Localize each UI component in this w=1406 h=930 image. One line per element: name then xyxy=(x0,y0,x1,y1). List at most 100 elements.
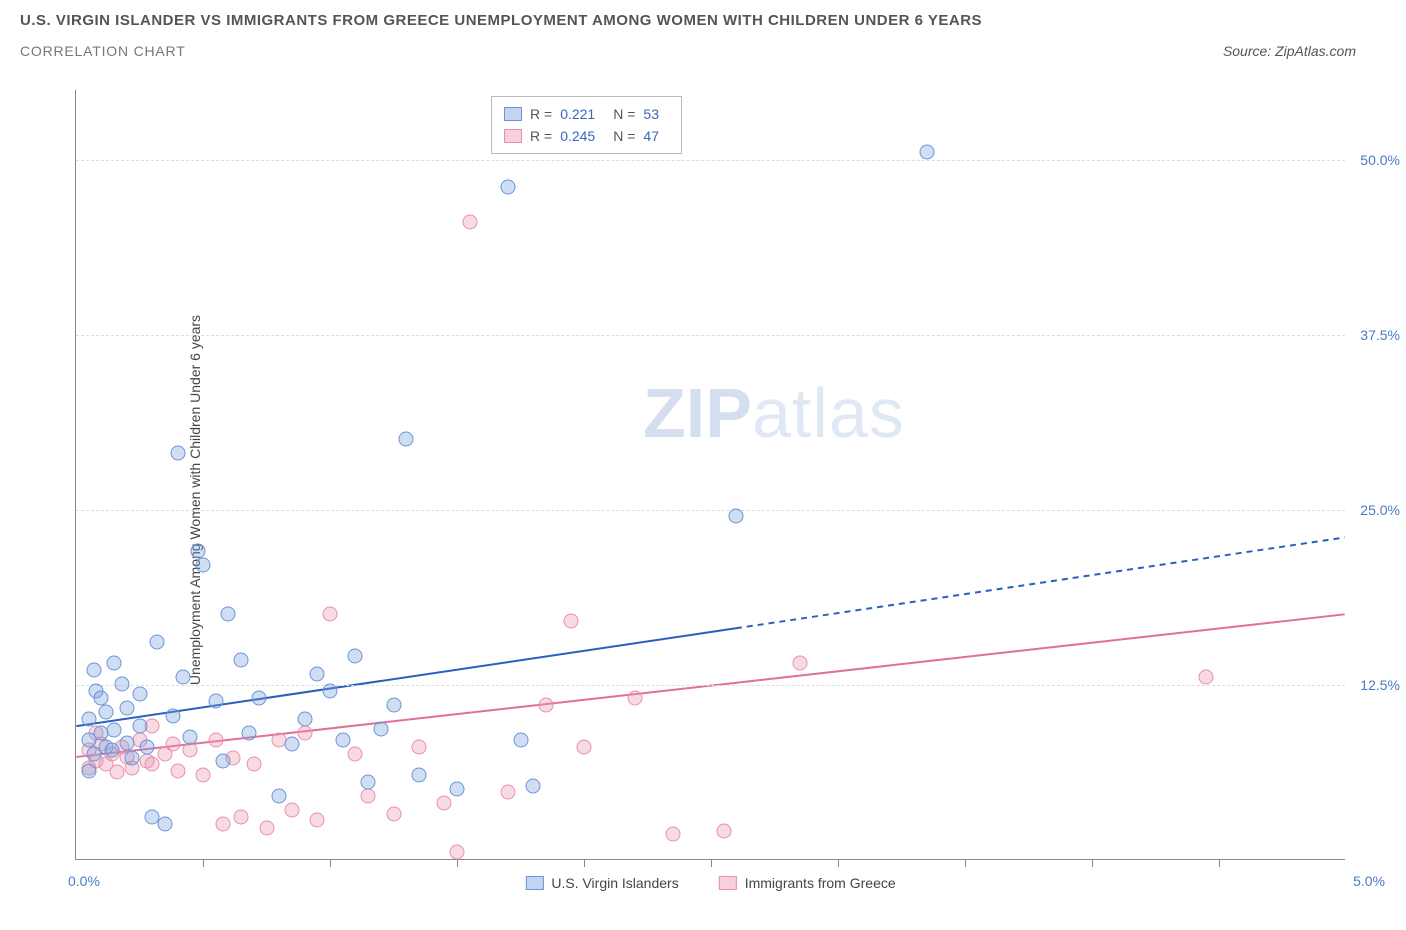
x-tick xyxy=(203,859,204,867)
scatter-point xyxy=(234,810,249,825)
scatter-point xyxy=(165,737,180,752)
scatter-point xyxy=(124,751,139,766)
scatter-point xyxy=(500,784,515,799)
scatter-point xyxy=(208,733,223,748)
scatter-point xyxy=(157,817,172,832)
scatter-point xyxy=(150,635,165,650)
scatter-point xyxy=(513,733,528,748)
n-value: 47 xyxy=(643,125,659,147)
scatter-point xyxy=(284,803,299,818)
swatch-blue-icon xyxy=(525,876,543,890)
source-label: Source: ZipAtlas.com xyxy=(1223,43,1386,59)
scatter-point xyxy=(284,737,299,752)
gridline xyxy=(76,685,1345,686)
scatter-point xyxy=(251,691,266,706)
scatter-point xyxy=(411,768,426,783)
legend-stats-row: R = 0.245 N = 47 xyxy=(504,125,669,147)
scatter-point xyxy=(450,845,465,860)
scatter-point xyxy=(323,607,338,622)
n-label: N = xyxy=(613,103,635,125)
scatter-point xyxy=(140,740,155,755)
x-axis-max-label: 5.0% xyxy=(1353,873,1385,889)
scatter-point xyxy=(538,698,553,713)
scatter-point xyxy=(1199,670,1214,685)
legend-item: Immigrants from Greece xyxy=(719,875,896,891)
scatter-point xyxy=(348,649,363,664)
scatter-point xyxy=(386,807,401,822)
r-value: 0.221 xyxy=(560,103,595,125)
r-label: R = xyxy=(530,103,552,125)
y-tick-label: 25.0% xyxy=(1360,502,1400,518)
watermark-thin: atlas xyxy=(752,374,905,452)
scatter-point xyxy=(411,740,426,755)
chart-header: U.S. VIRGIN ISLANDER VS IMMIGRANTS FROM … xyxy=(0,0,1406,59)
y-tick-label: 12.5% xyxy=(1360,677,1400,693)
scatter-point xyxy=(81,712,96,727)
plot-area: ZIPatlas R = 0.221 N = 53 R = 0.245 N = … xyxy=(75,90,1345,860)
scatter-point xyxy=(107,656,122,671)
x-tick xyxy=(711,859,712,867)
scatter-point xyxy=(114,677,129,692)
scatter-point xyxy=(259,821,274,836)
scatter-point xyxy=(109,765,124,780)
y-tick-label: 50.0% xyxy=(1360,152,1400,168)
scatter-point xyxy=(716,824,731,839)
scatter-point xyxy=(310,812,325,827)
x-tick xyxy=(330,859,331,867)
scatter-point xyxy=(119,700,134,715)
chart-title: U.S. VIRGIN ISLANDER VS IMMIGRANTS FROM … xyxy=(20,12,1386,29)
scatter-point xyxy=(373,721,388,736)
scatter-point xyxy=(208,693,223,708)
scatter-point xyxy=(183,730,198,745)
x-tick xyxy=(838,859,839,867)
scatter-point xyxy=(196,768,211,783)
scatter-point xyxy=(196,558,211,573)
watermark-bold: ZIP xyxy=(643,374,752,452)
n-label: N = xyxy=(613,125,635,147)
scatter-point xyxy=(627,691,642,706)
scatter-point xyxy=(310,667,325,682)
scatter-point xyxy=(99,705,114,720)
scatter-point xyxy=(729,509,744,524)
legend-stats-box: R = 0.221 N = 53 R = 0.245 N = 47 xyxy=(491,96,682,154)
swatch-blue-icon xyxy=(504,107,522,121)
x-tick xyxy=(584,859,585,867)
x-tick xyxy=(1092,859,1093,867)
scatter-point xyxy=(145,756,160,771)
scatter-point xyxy=(348,747,363,762)
scatter-point xyxy=(170,446,185,461)
scatter-point xyxy=(437,796,452,811)
x-tick xyxy=(457,859,458,867)
gridline xyxy=(76,510,1345,511)
scatter-point xyxy=(165,709,180,724)
scatter-point xyxy=(94,691,109,706)
y-tick-label: 37.5% xyxy=(1360,327,1400,343)
r-label: R = xyxy=(530,125,552,147)
watermark: ZIPatlas xyxy=(643,373,905,453)
n-value: 53 xyxy=(643,103,659,125)
scatter-point xyxy=(526,779,541,794)
scatter-point xyxy=(86,663,101,678)
trend-lines xyxy=(76,90,1345,859)
scatter-point xyxy=(297,726,312,741)
x-tick xyxy=(965,859,966,867)
scatter-point xyxy=(107,723,122,738)
scatter-point xyxy=(132,686,147,701)
scatter-point xyxy=(361,775,376,790)
scatter-point xyxy=(665,826,680,841)
legend-label: Immigrants from Greece xyxy=(745,875,896,891)
scatter-point xyxy=(500,180,515,195)
swatch-pink-icon xyxy=(504,129,522,143)
chart-subtitle: CORRELATION CHART xyxy=(20,43,186,59)
legend-item: U.S. Virgin Islanders xyxy=(525,875,678,891)
scatter-point xyxy=(919,145,934,160)
scatter-point xyxy=(234,653,249,668)
scatter-point xyxy=(170,763,185,778)
legend-stats-row: R = 0.221 N = 53 xyxy=(504,103,669,125)
scatter-point xyxy=(361,789,376,804)
chart-area: Unemployment Among Women with Children U… xyxy=(20,85,1386,915)
swatch-pink-icon xyxy=(719,876,737,890)
x-axis-min-label: 0.0% xyxy=(68,873,100,889)
scatter-point xyxy=(221,607,236,622)
scatter-point xyxy=(297,712,312,727)
